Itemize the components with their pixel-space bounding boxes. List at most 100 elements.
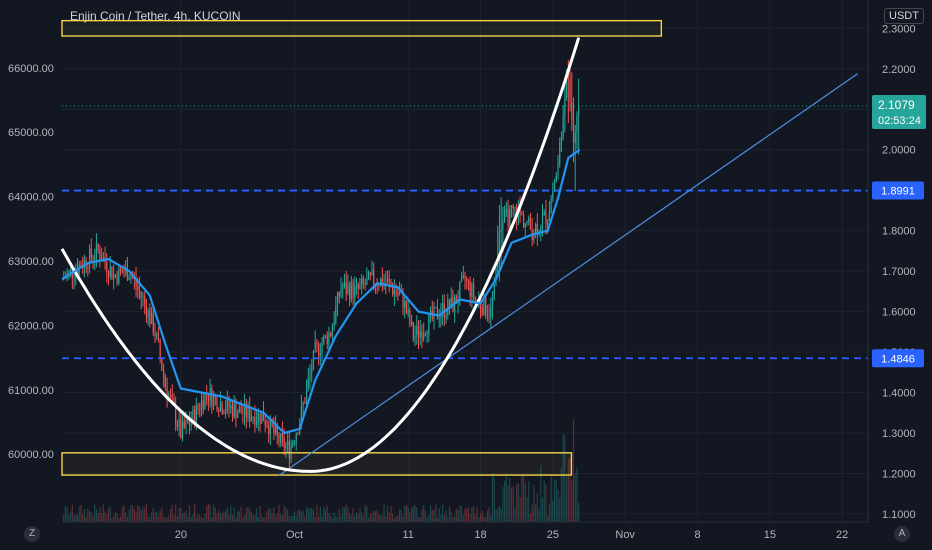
candle-body [187,420,189,423]
candle-body [290,445,292,459]
auto-scale-button[interactable]: A [894,526,910,542]
right-price-axis[interactable]: 2.30002.20002.10002.00001.90001.80001.70… [867,0,916,522]
volume-bar [514,507,516,522]
zone-box [61,19,663,37]
volume-bar [335,515,337,522]
volume-bar [490,514,492,522]
volume-bar [219,513,222,522]
candle-body [238,406,240,413]
candle-body [362,278,364,284]
volume-bar [476,506,478,522]
candle-body [113,274,115,280]
volume-bar [261,515,263,522]
candle-body [504,211,506,222]
candle-body [161,358,163,371]
volume-bar [531,504,533,522]
volume-bar [119,516,122,522]
candle-body [250,417,253,421]
candle-body [545,211,547,225]
candle-body [352,282,354,298]
volume-bar [400,509,402,522]
volume-bar [398,509,401,522]
volume-bar [352,508,354,522]
candle-body [195,405,197,424]
time-axis-tick: Oct [286,529,303,541]
candle-body [281,433,284,438]
candle-body [166,386,168,398]
time-axis-tick: 8 [694,529,700,541]
candle-body [569,78,571,103]
volume-bar [435,504,437,522]
volume-bar [242,516,244,522]
volume-bar [188,505,191,522]
candle-body [502,221,504,230]
volume-bar [221,513,223,522]
candle-body [156,333,158,336]
volume-bar [87,508,89,522]
candle-body [68,270,70,274]
candle-body [132,275,134,278]
volume-bar [545,484,547,522]
candle-body [197,405,199,410]
currency-unit-button[interactable]: USDT [884,8,924,24]
candle-body [326,335,328,345]
candle-body [507,209,509,227]
zoom-reset-button[interactable]: Z [24,526,40,542]
volume-bar [118,517,120,522]
volume-bar [385,516,387,522]
candle-body [171,395,173,399]
time-axis-tick: 15 [764,529,776,541]
volume-bar [528,481,530,522]
candle-body [154,333,156,336]
volume-bar [526,497,528,522]
candle-body [324,335,327,337]
volume-bar [302,510,304,522]
volume-bar [498,505,501,522]
candle-body [116,274,118,284]
volume-bar [166,517,168,522]
candle-body [510,205,513,208]
volume-bar [521,475,523,522]
left-axis-tick: 66000.00 [8,63,54,75]
candle-body [555,175,557,183]
candle-body [436,308,439,319]
volume-bar [190,516,192,522]
volume-bar [371,513,373,522]
volume-bar [123,504,125,522]
volume-bar [576,467,578,522]
candle-body [398,292,401,295]
candle-body [498,231,501,262]
volume-bar [121,507,123,522]
volume-bar [571,480,573,522]
time-axis-tick: Nov [615,529,635,541]
volume-bar [473,506,475,522]
candle-body [94,258,96,260]
candle-body [505,209,507,212]
candle-body [535,223,537,234]
candle-body [159,341,161,359]
time-axis[interactable]: 20 Oct 11 18 25 Nov 8 15 22 [62,521,868,541]
volume-bar [343,507,346,522]
candle-body [386,278,389,284]
volume-bar [330,515,332,522]
candle-body [567,72,569,79]
volume-bar [347,507,349,522]
volume-bar [495,509,497,522]
candle-body [533,233,535,241]
candle-body [243,403,246,415]
volume-bar [90,511,92,522]
candle-body [462,274,464,278]
right-axis-tick: 1.1000 [882,509,916,521]
candle-body [200,400,203,411]
candle-body [173,398,175,406]
volume-bar [328,513,330,522]
candle-body [512,205,514,209]
candle-body [500,229,502,232]
volume-bar [233,507,235,522]
candle-body [385,282,387,284]
volume-bar [150,512,153,522]
volume-bar [132,505,134,522]
candle-body [393,290,395,295]
volume-bar [183,512,185,522]
